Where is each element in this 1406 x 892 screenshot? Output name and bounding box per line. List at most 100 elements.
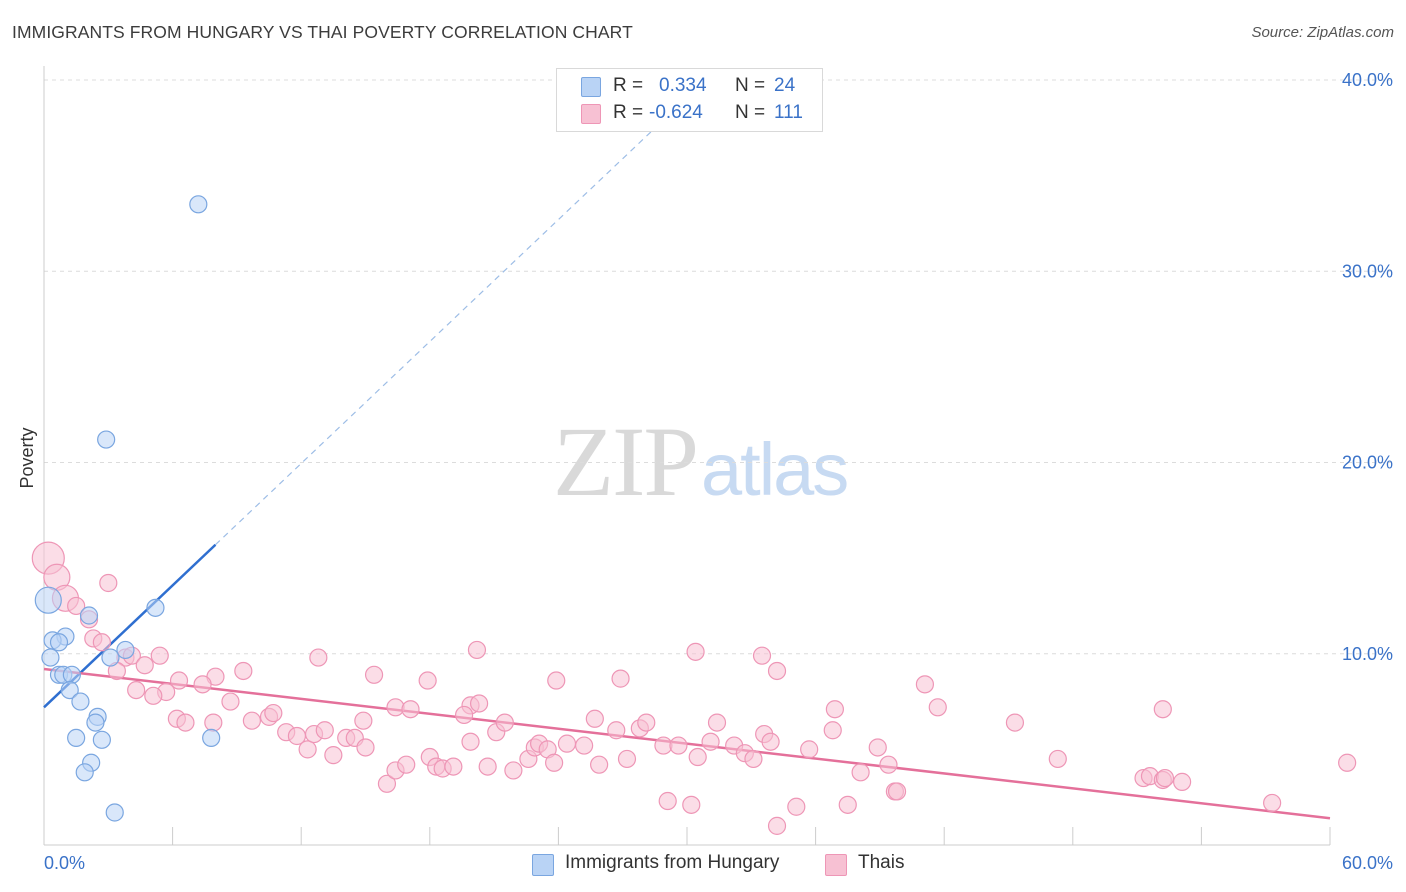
thais-swatch [581,104,601,124]
data-point-thais [800,740,819,759]
axis-labels: 10.0% 20.0% 30.0% 40.0% 0.0% 60.0% Poverty [17,70,1393,873]
axes [43,66,1331,846]
data-point-thais [324,746,343,765]
source-credit: Source: ZipAtlas.com [1251,24,1394,41]
data-point-thais [495,713,514,732]
legend-hungary-swatch [532,854,554,876]
data-point-hungary [116,640,135,660]
x-tick-label-min: 0.0% [44,853,85,873]
data-point-hungary [62,665,81,684]
data-point-thais [150,646,169,665]
data-point-hungary [34,586,62,614]
chart-title: IMMIGRANTS FROM HUNGARY VS THAI POVERTY … [12,22,633,42]
y-tick-label: 40.0% [1342,70,1393,90]
watermark-zip: ZIP [553,406,699,517]
data-point-thais [92,633,111,652]
data-point-thais [169,671,189,690]
data-point-hungary [79,606,99,625]
data-point-thais [397,755,416,774]
data-point-thais [298,740,317,759]
data-point-thais [590,755,609,774]
data-point-thais [545,753,564,772]
data-point-hungary [146,598,165,617]
data-point-thais [575,736,594,755]
data-point-hungary [105,803,124,822]
data-point-hungary [41,648,60,667]
data-point-hungary [189,195,208,214]
data-point-thais [221,692,240,711]
data-point-thais [135,656,154,675]
data-point-thais [611,669,630,688]
data-point-thais [1048,749,1067,769]
data-point-thais [887,782,907,801]
thais-r-value: -0.624 [649,102,703,123]
data-point-hungary [86,713,105,732]
hungary-r-label: R = [613,75,644,96]
data-point-thais [193,675,212,694]
data-point-thais [701,732,720,751]
y-tick-label: 10.0% [1342,644,1393,664]
data-point-thais [478,757,497,776]
data-point-thais [825,700,844,719]
y-tick-label: 20.0% [1342,453,1393,473]
data-point-hungary [71,692,90,711]
grid-lines [44,79,1392,655]
data-point-thais [1338,753,1357,772]
data-point-thais [144,686,163,705]
data-point-thais [467,640,487,660]
data-point-thais [838,795,857,814]
data-point-thais [234,661,253,681]
data-point-thais [752,646,772,665]
data-point-thais [669,736,688,755]
trend-line-hungary-extension [215,127,656,546]
data-point-hungary [60,680,79,700]
data-point-thais [767,661,787,681]
data-point-thais [585,709,604,728]
watermark: ZIPatlas [553,404,849,519]
hungary-n-label: N = [735,75,766,96]
data-point-thais [315,721,334,740]
data-point-thais [176,713,195,732]
hungary-r-value: 0.334 [659,75,707,96]
data-point-thais [204,713,223,732]
data-point-thais [504,761,523,780]
y-tick-label: 30.0% [1342,261,1393,281]
data-point-thais [67,596,86,616]
data-point-thais [354,711,373,730]
data-point-hungary [49,633,69,652]
data-point-thais [686,642,705,661]
y-axis-label: Poverty [17,427,37,488]
legend-hungary-label: Immigrants from Hungary [565,852,780,873]
data-point-thais [364,665,384,684]
data-point-thais [264,703,283,723]
data-point-thais [401,700,420,719]
data-point-thais [787,797,806,816]
data-point-thais [547,671,566,690]
data-point-thais [469,694,489,713]
data-point-hungary [101,648,120,667]
data-point-thais [868,738,887,757]
hungary-swatch [581,77,601,97]
data-point-thais [928,698,947,717]
thais-r-label: R = [613,102,644,123]
data-point-thais [879,755,898,774]
data-point-thais [823,721,842,740]
legend-thais-swatch [825,854,847,876]
data-point-thais [127,680,146,700]
data-point-thais [418,671,437,690]
data-point-thais [1173,772,1192,791]
data-point-hungary [97,430,116,449]
data-point-thais [682,795,701,814]
data-point-thais [658,791,677,811]
data-point-thais [688,747,707,767]
data-point-thais [309,648,328,667]
trend-lines [43,127,1331,820]
data-point-thais [386,698,405,717]
data-point-thais [99,573,118,593]
data-point-thais [454,705,474,725]
data-point-thais [761,732,780,751]
data-point-thais [707,713,727,732]
data-point-hungary [202,728,221,748]
data-point-thais [607,721,626,740]
data-point-thais [242,711,262,730]
